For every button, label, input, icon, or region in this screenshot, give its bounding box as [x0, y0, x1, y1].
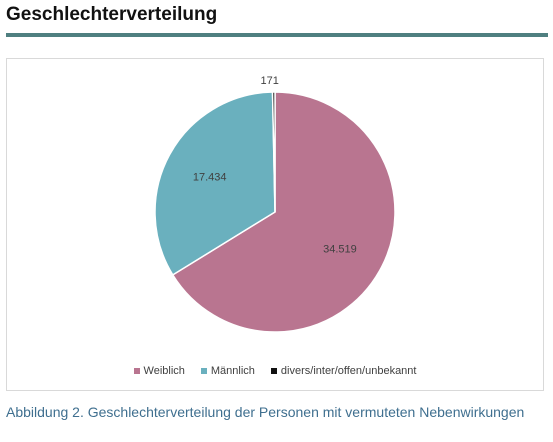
legend-swatch — [133, 368, 140, 374]
pie-slice-m-nnlich — [154, 91, 276, 276]
legend-item-divers-inter-offen-unbekannt: divers/inter/offen/unbekannt — [270, 365, 417, 377]
chart-frame: 34.519 17.434 171 Weiblich Männlich divers/i… — [6, 58, 544, 391]
data-label-divers-inter-offen-unbekannt: 171 — [260, 75, 278, 87]
pie-slice-divers-inter-offen-unbekannt — [271, 91, 276, 213]
chart-legend: Weiblich Männlich divers/inter/offen/unbek… — [7, 365, 543, 377]
data-label-weiblich: 34.519 — [323, 243, 357, 255]
legend-item-weiblich: Weiblich — [133, 365, 185, 377]
data-label-m-nnlich: 17.434 — [193, 171, 227, 183]
legend-label: Weiblich — [143, 365, 185, 377]
figure-caption: Abbildung 2. Geschlechterverteilung der … — [6, 404, 525, 420]
legend-swatch — [200, 368, 207, 374]
page-heading: Geschlechterverteilung — [6, 4, 218, 25]
heading-divider — [6, 33, 548, 37]
pie-slice-weiblich — [171, 91, 396, 333]
legend-label: Männlich — [210, 365, 255, 377]
legend-label: divers/inter/offen/unbekannt — [280, 365, 417, 377]
pie-chart: 34.519 17.434 171 — [154, 75, 396, 333]
legend-swatch — [270, 368, 277, 374]
legend-item-m-nnlich: Männlich — [200, 365, 255, 377]
